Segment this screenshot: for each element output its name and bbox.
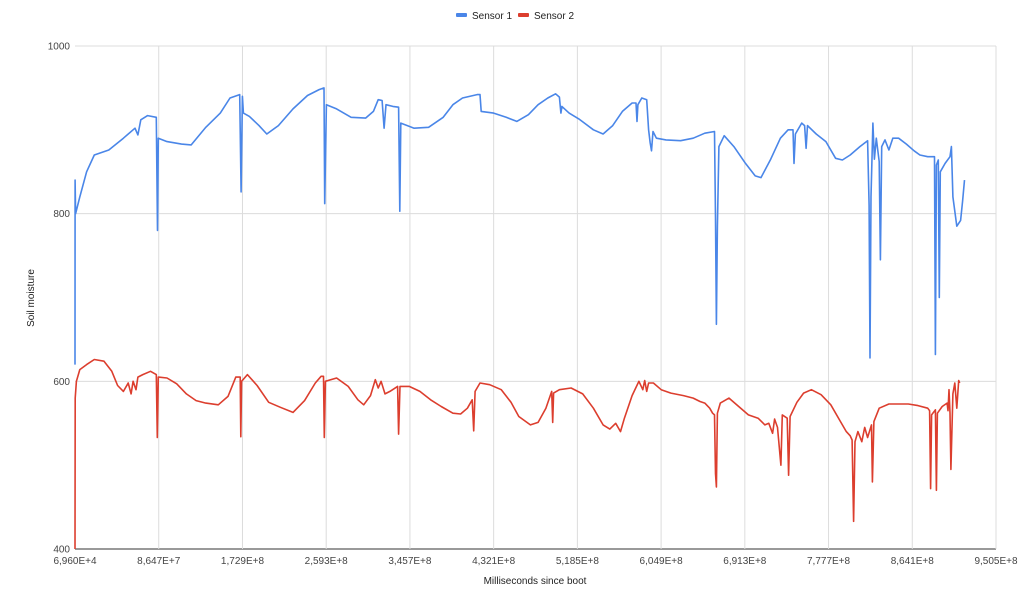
y-axis-ticks: 400 600 800 1000 [48,42,71,556]
x-tick-label: 3,457E+8 [388,556,432,567]
x-tick-label: 6,960E+4 [53,556,97,567]
series-line-sensor-2[interactable] [74,358,961,550]
x-tick-label: 7,777E+8 [807,556,851,567]
x-tick-label: 5,185E+8 [556,556,600,567]
gridlines [75,45,997,550]
legend-label-sensor-2: Sensor 2 [534,11,574,22]
x-tick-label: 9,505E+8 [974,556,1018,567]
y-tick-label: 600 [53,377,70,388]
y-tick-label: 800 [53,209,70,220]
series-layer [74,87,966,550]
x-tick-label: 4,321E+8 [472,556,516,567]
legend-item-sensor-2[interactable]: Sensor 2 [518,11,574,22]
legend: Sensor 1 Sensor 2 [456,11,574,22]
x-tick-label: 6,913E+8 [723,556,767,567]
x-tick-label: 1,729E+8 [221,556,265,567]
x-axis-title: Milliseconds since boot [484,576,587,587]
legend-swatch-sensor-2 [518,13,529,17]
legend-item-sensor-1[interactable]: Sensor 1 [456,11,512,22]
x-tick-label: 8,641E+8 [891,556,935,567]
y-axis-title: Soil moisture [26,269,37,327]
x-tick-label: 6,049E+8 [640,556,684,567]
x-tick-label: 8,647E+7 [137,556,181,567]
legend-swatch-sensor-1 [456,13,467,17]
legend-label-sensor-1: Sensor 1 [472,11,512,22]
series-line-sensor-1[interactable] [74,87,966,365]
y-tick-label: 400 [53,545,70,556]
y-tick-label: 1000 [48,42,71,53]
x-axis-ticks: 6,960E+4 8,647E+7 1,729E+8 2,593E+8 3,457E+8… [53,556,1018,567]
x-tick-label: 2,593E+8 [305,556,349,567]
